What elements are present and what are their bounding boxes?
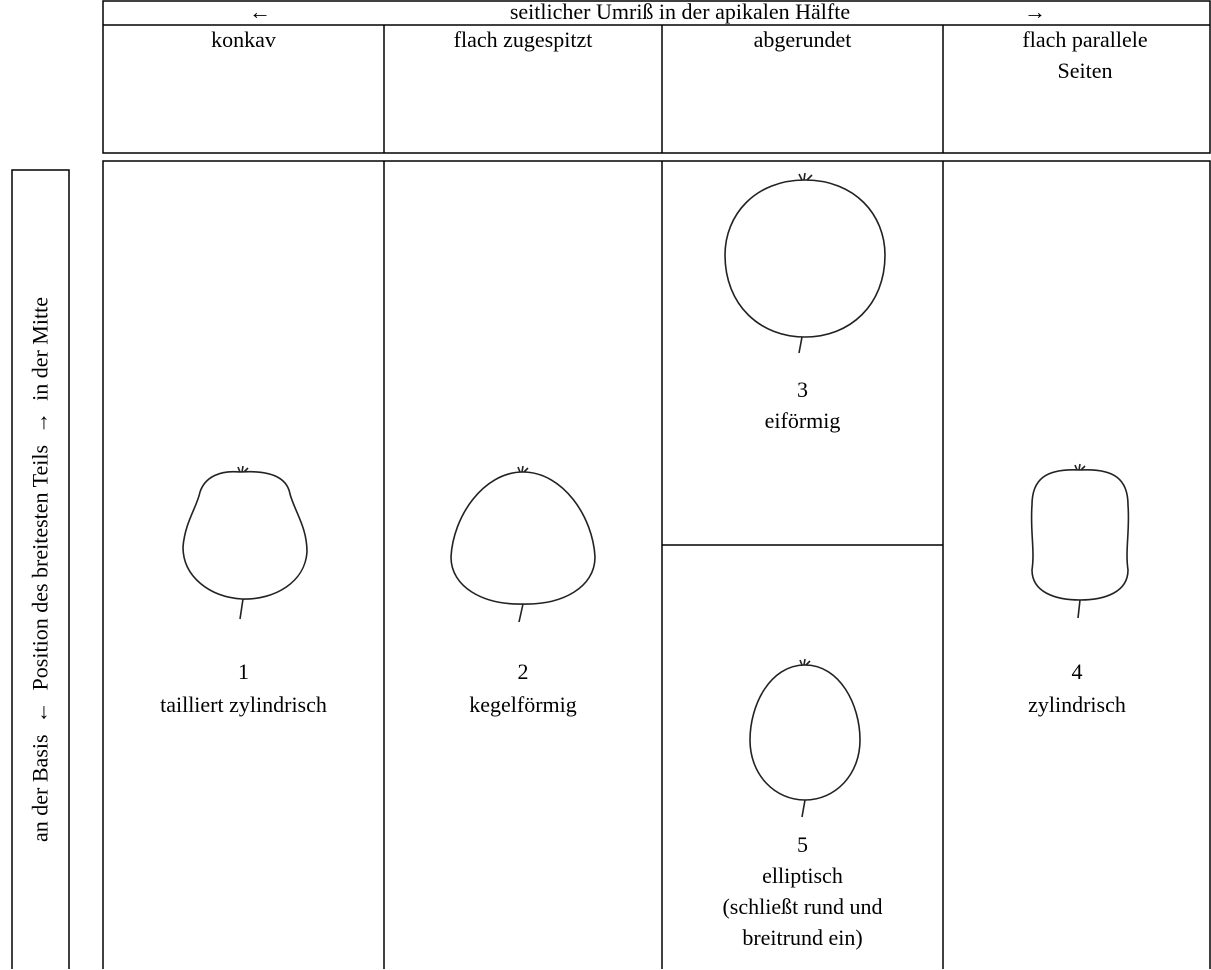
apple-5: [749, 658, 861, 818]
column-header: abgerundet: [753, 27, 852, 52]
header-title: seitlicher Umriß in der apikalen Hälfte: [509, 0, 851, 24]
shape-number: 3: [797, 377, 808, 402]
shape-name: elliptisch: [762, 863, 843, 888]
column-header: flach zugespitzt: [453, 27, 593, 52]
apple-2: [450, 465, 596, 623]
shape-name: kegelförmig: [469, 692, 577, 717]
shape-number: 5: [797, 832, 808, 857]
column-header: flach parallele Seiten: [1022, 27, 1148, 83]
shape-number: 1: [238, 659, 249, 684]
apple-4: [1030, 463, 1130, 619]
side-border: [11, 169, 70, 969]
apple-1: [182, 465, 308, 620]
shape-name: zylindrisch: [1028, 692, 1126, 717]
body-border: [102, 160, 1211, 969]
shape-note: (schließt rund und breitrund ein): [722, 894, 883, 950]
shape-name: tailliert zylindrisch: [160, 692, 327, 717]
shape-number: 4: [1071, 659, 1083, 684]
shape-number: 2: [517, 659, 529, 684]
column-header: konkav: [211, 27, 276, 52]
side-label: an der Basis ← Position des breitesten T…: [27, 297, 53, 842]
header-border: [102, 0, 1211, 154]
arrow-right: →: [1024, 0, 1046, 24]
apple-3: [724, 172, 886, 354]
shape-name: eiförmig: [764, 408, 841, 433]
arrow-left: ←: [249, 0, 271, 24]
